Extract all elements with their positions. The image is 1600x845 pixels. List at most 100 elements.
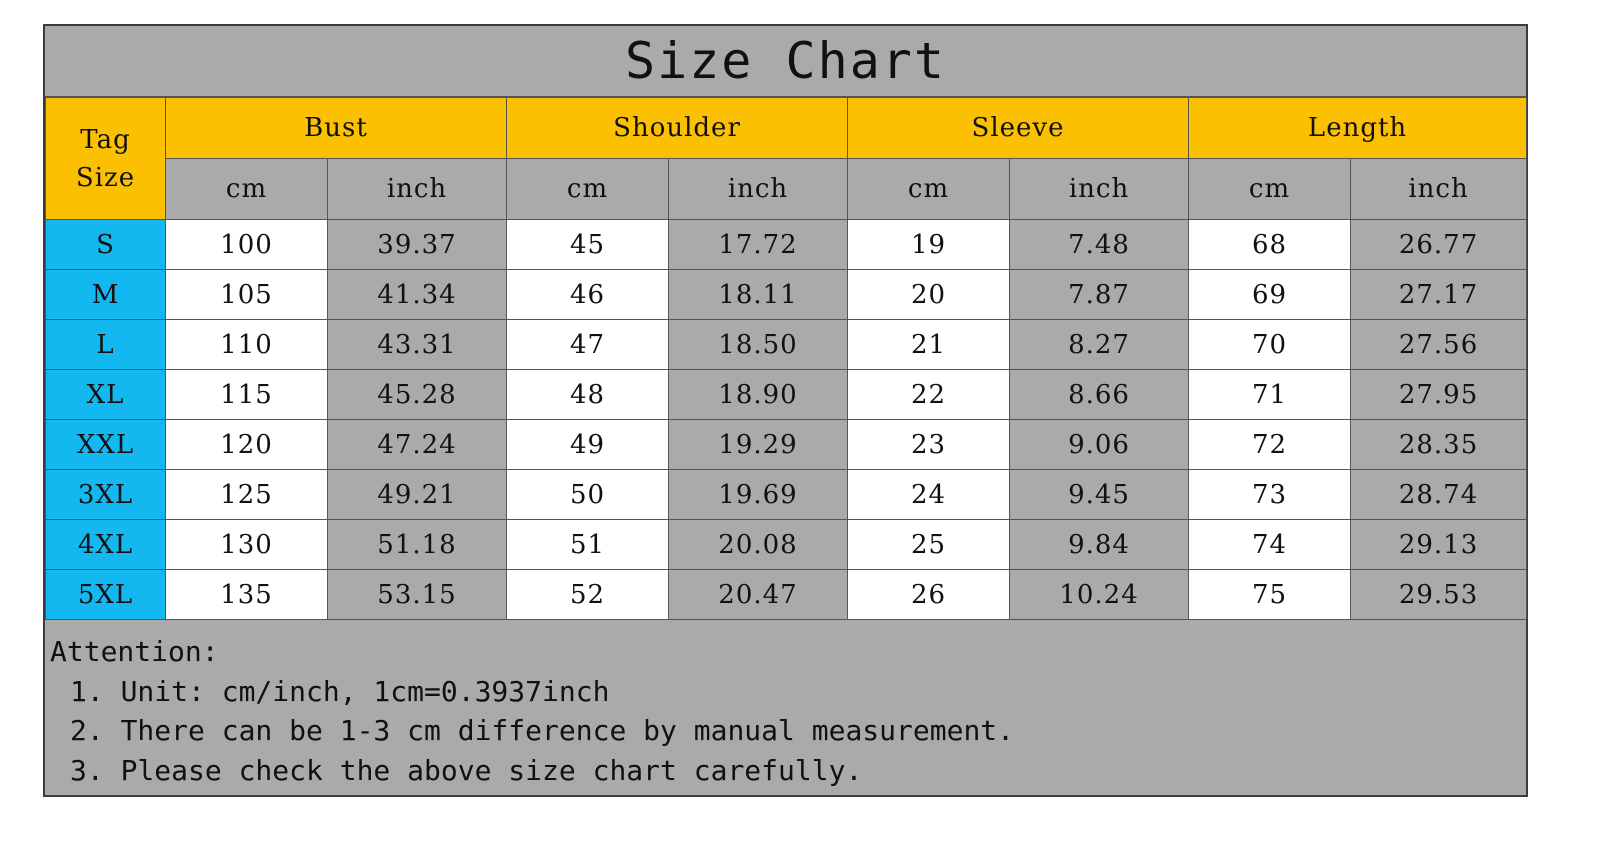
unit-header: cm bbox=[847, 158, 1011, 220]
size-label-cell: 5XL bbox=[45, 569, 166, 620]
table-row: S 100 39.37 45 17.72 19 7.48 68 26.77 bbox=[45, 219, 1528, 270]
cm-value-cell: 50 bbox=[506, 469, 669, 520]
inch-value-cell: 20.47 bbox=[667, 569, 849, 620]
cm-value-cell: 69 bbox=[1188, 269, 1352, 320]
inch-value-cell: 43.31 bbox=[327, 319, 507, 370]
table-row: 4XL 130 51.18 51 20.08 25 9.84 74 29.13 bbox=[45, 519, 1528, 570]
cm-value-cell: 46 bbox=[506, 269, 669, 320]
size-chart: Size Chart Tag Size Bust Shoulder Sleeve … bbox=[43, 24, 1528, 797]
table-row: XXL 120 47.24 49 19.29 23 9.06 72 28.35 bbox=[45, 419, 1528, 470]
inch-value-cell: 41.34 bbox=[327, 269, 507, 320]
inch-value-cell: 28.35 bbox=[1350, 419, 1528, 470]
unit-header: cm bbox=[1188, 158, 1352, 220]
unit-header: inch bbox=[1350, 158, 1528, 220]
table-row: L 110 43.31 47 18.50 21 8.27 70 27.56 bbox=[45, 319, 1528, 370]
table-row: M 105 41.34 46 18.11 20 7.87 69 27.17 bbox=[45, 269, 1528, 320]
inch-value-cell: 18.11 bbox=[667, 269, 849, 320]
inch-value-cell: 49.21 bbox=[327, 469, 507, 520]
cm-value-cell: 120 bbox=[165, 419, 328, 470]
inch-value-cell: 9.06 bbox=[1009, 419, 1190, 470]
cm-value-cell: 74 bbox=[1188, 519, 1352, 570]
cm-value-cell: 24 bbox=[847, 469, 1011, 520]
cm-value-cell: 71 bbox=[1188, 369, 1352, 420]
note-item-1: 1. Unit: cm/inch, 1cm=0.3937inch bbox=[70, 674, 610, 708]
inch-value-cell: 45.28 bbox=[327, 369, 507, 420]
table-body: S 100 39.37 45 17.72 19 7.48 68 26.77 M 105 41.34 46… bbox=[45, 219, 1528, 620]
group-header-length: Length bbox=[1188, 97, 1528, 159]
cm-value-cell: 73 bbox=[1188, 469, 1352, 520]
cm-value-cell: 52 bbox=[506, 569, 669, 620]
inch-value-cell: 51.18 bbox=[327, 519, 507, 570]
inch-value-cell: 8.66 bbox=[1009, 369, 1190, 420]
cm-value-cell: 135 bbox=[165, 569, 328, 620]
inch-value-cell: 28.74 bbox=[1350, 469, 1528, 520]
size-label-cell: XXL bbox=[45, 419, 166, 470]
inch-value-cell: 19.69 bbox=[667, 469, 849, 520]
group-header-bust: Bust bbox=[165, 97, 507, 159]
cm-value-cell: 125 bbox=[165, 469, 328, 520]
attention-heading: Attention: bbox=[50, 635, 219, 668]
inch-value-cell: 18.50 bbox=[667, 319, 849, 370]
inch-value-cell: 7.48 bbox=[1009, 219, 1190, 270]
size-label-cell: 3XL bbox=[45, 469, 166, 520]
cm-value-cell: 20 bbox=[847, 269, 1011, 320]
cm-value-cell: 115 bbox=[165, 369, 328, 420]
unit-header: cm bbox=[165, 158, 328, 220]
inch-value-cell: 47.24 bbox=[327, 419, 507, 470]
inch-value-cell: 17.72 bbox=[667, 219, 849, 270]
size-label-cell: S bbox=[45, 219, 166, 270]
inch-value-cell: 29.53 bbox=[1350, 569, 1528, 620]
cm-value-cell: 100 bbox=[165, 219, 328, 270]
cm-value-cell: 110 bbox=[165, 319, 328, 370]
size-label-cell: L bbox=[45, 319, 166, 370]
group-header-shoulder: Shoulder bbox=[505, 97, 849, 159]
unit-header: inch bbox=[327, 158, 507, 220]
unit-header: inch bbox=[667, 158, 849, 220]
inch-value-cell: 9.45 bbox=[1009, 469, 1190, 520]
inch-value-cell: 27.95 bbox=[1350, 369, 1528, 420]
cm-value-cell: 48 bbox=[506, 369, 669, 420]
size-table: Tag Size Bust Shoulder Sleeve Length cm i… bbox=[45, 97, 1528, 620]
inch-value-cell: 18.90 bbox=[667, 369, 849, 420]
tag-size-label: Tag Size bbox=[75, 124, 136, 193]
cm-value-cell: 75 bbox=[1188, 569, 1352, 620]
tag-size-header: Tag Size bbox=[45, 97, 166, 220]
header-group-row: Tag Size Bust Shoulder Sleeve Length bbox=[45, 97, 1528, 220]
cm-value-cell: 130 bbox=[165, 519, 328, 570]
cm-value-cell: 21 bbox=[847, 319, 1011, 370]
group-header-sleeve: Sleeve bbox=[847, 97, 1190, 159]
size-label-cell: 4XL bbox=[45, 519, 166, 570]
unit-header: cm bbox=[506, 158, 669, 220]
cm-value-cell: 19 bbox=[847, 219, 1011, 270]
inch-value-cell: 26.77 bbox=[1350, 219, 1528, 270]
cm-value-cell: 47 bbox=[506, 319, 669, 370]
cm-value-cell: 23 bbox=[847, 419, 1011, 470]
cm-value-cell: 51 bbox=[506, 519, 669, 570]
attention-notes: Attention: 1. Unit: cm/inch, 1cm=0.3937i… bbox=[45, 620, 1526, 797]
inch-value-cell: 53.15 bbox=[327, 569, 507, 620]
table-row: 3XL 125 49.21 50 19.69 24 9.45 73 28.74 bbox=[45, 469, 1528, 520]
size-label-cell: XL bbox=[45, 369, 166, 420]
cm-value-cell: 72 bbox=[1188, 419, 1352, 470]
header-unit-row: cm inch cm inch cm inch cm inch bbox=[46, 158, 1528, 220]
inch-value-cell: 7.87 bbox=[1009, 269, 1190, 320]
chart-title: Size Chart bbox=[45, 26, 1526, 97]
inch-value-cell: 10.24 bbox=[1009, 569, 1190, 620]
cm-value-cell: 26 bbox=[847, 569, 1011, 620]
cm-value-cell: 25 bbox=[847, 519, 1011, 570]
note-item-2: 2. There can be 1-3 cm difference by man… bbox=[70, 714, 1015, 747]
inch-value-cell: 27.17 bbox=[1350, 269, 1528, 320]
cm-value-cell: 49 bbox=[506, 419, 669, 470]
cm-value-cell: 68 bbox=[1188, 219, 1352, 270]
note-item-3: 3. Please check the above size chart car… bbox=[70, 753, 863, 787]
size-label-cell: M bbox=[45, 269, 166, 320]
inch-value-cell: 19.29 bbox=[667, 419, 849, 470]
cm-value-cell: 70 bbox=[1188, 319, 1352, 370]
inch-value-cell: 39.37 bbox=[327, 219, 507, 270]
inch-value-cell: 27.56 bbox=[1350, 319, 1528, 370]
table-row: XL 115 45.28 48 18.90 22 8.66 71 27.95 bbox=[45, 369, 1528, 420]
inch-value-cell: 9.84 bbox=[1009, 519, 1190, 570]
cm-value-cell: 22 bbox=[847, 369, 1011, 420]
cm-value-cell: 105 bbox=[165, 269, 328, 320]
cm-value-cell: 45 bbox=[506, 219, 669, 270]
